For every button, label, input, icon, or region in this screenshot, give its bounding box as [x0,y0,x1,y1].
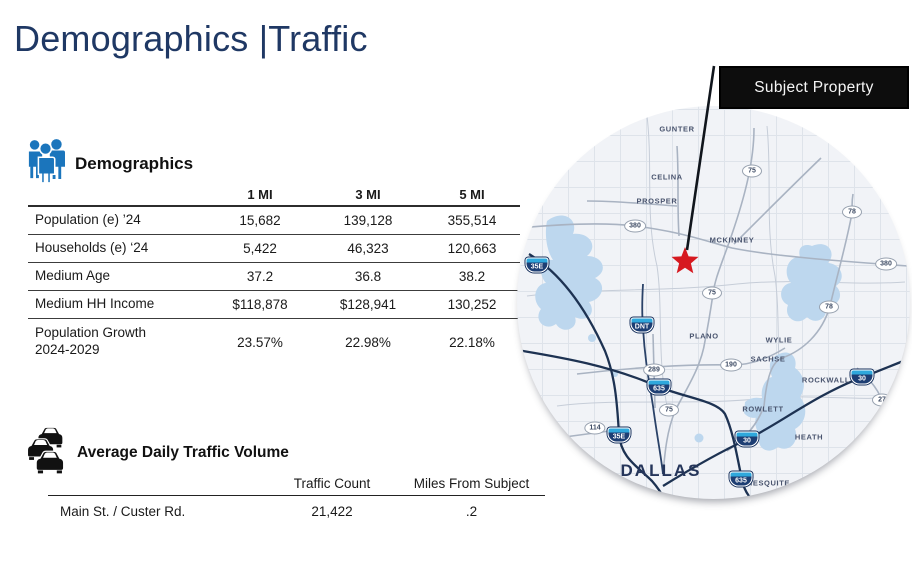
highway-shield: 114 [584,421,606,435]
map-town-label: CELINA [651,172,683,182]
row-label: Medium HH Income [35,296,155,312]
cell-value: 130,252 [447,297,497,312]
column-header-5mi: 5 MI [459,187,485,202]
highway-shield: 289 [643,363,665,377]
map-town-label: WYLIE [765,335,793,345]
traffic-section-header: Average Daily Traffic Volume [25,426,289,479]
column-header-miles-from-subject: Miles From Subject [413,476,530,491]
map-town-label: MESQUITE [746,478,790,488]
header-spacer [28,192,208,198]
highway-shield: 78 [842,205,862,219]
highway-shield: 380 [875,257,897,271]
cell-value: 21,422 [311,503,353,519]
table-row: Households (e) ‘24 5,422 46,323 120,663 [28,235,520,263]
table-row: Medium Age 37.2 36.8 38.2 [28,263,520,291]
cell-value: $118,878 [232,297,288,312]
people-group-icon [27,138,65,189]
interstate-shield: 635 [729,471,753,487]
column-header-3mi: 3 MI [355,187,381,202]
cell-value: 5,422 [243,241,277,256]
highway-shield: 380 [624,219,646,233]
cell-value: 46,323 [347,241,389,256]
traffic-table-header-row: Traffic Count Miles From Subject [48,472,545,496]
page-title: Demographics |Traffic [14,18,368,59]
interstate-shield: 35E [607,427,631,443]
demographics-section-header: Demographics [27,138,193,189]
cell-value: 23.57% [237,334,283,350]
column-header-traffic-count: Traffic Count [293,476,371,491]
interstate-shield: 30 [850,369,874,385]
lakes [535,215,842,451]
map-town-label: ROWLETT [742,404,784,414]
traffic-cars-icon [25,426,67,479]
map-town-label: ROCKWALL [801,375,851,385]
subject-property-star [671,247,699,274]
row-label: Population Growth 2024-2029 [35,325,147,357]
traffic-section-title: Average Daily Traffic Volume [77,443,289,461]
cell-value: $128,941 [339,297,397,312]
demographics-table-header-row: 1 MI 3 MI 5 MI [28,184,520,207]
subject-property-callout: Subject Property [719,66,909,109]
map-town-label: GUNTER [659,124,695,134]
row-label: Population (e) ’24 [35,212,141,228]
highway-shield: 75 [702,286,722,300]
interstate-shield: DNT [630,317,654,333]
area-map: GUNTER CELINA PROSPER MCKINNEY PLANO WYL… [517,106,910,499]
cell-value: 22.18% [449,334,495,350]
map-town-label: PLANO [689,331,719,341]
cell-value: 15,682 [239,213,281,228]
table-row: Medium HH Income $118,878 $128,941 130,2… [28,291,520,319]
interstate-shield: 635 [647,379,671,395]
highway-shield: 75 [659,403,679,417]
table-row: Population Growth 2024-2029 23.57% 22.98… [28,319,520,365]
cell-value: 36.8 [354,269,382,284]
highway-shield: 75 [742,164,762,178]
traffic-table: Traffic Count Miles From Subject Main St… [48,472,545,526]
cell-value: 22.98% [345,334,391,350]
row-label: Households (e) ‘24 [35,240,149,256]
interstate-shield: 35E [525,257,549,273]
cell-value: 37.2 [246,269,274,284]
cell-value: 38.2 [458,269,486,284]
cell-value: 355,514 [447,213,497,228]
interstate-shield: 30 [735,431,759,447]
cell-value: 139,128 [343,213,393,228]
map-town-label: SACHSE [750,354,786,364]
table-row: Main St. / Custer Rd. 21,422 .2 [48,496,545,526]
map-graphics [517,115,910,499]
map-city-label-dallas: DALLAS [620,461,702,480]
map-town-label: HEATH [794,432,824,442]
row-label: Medium Age [35,268,111,284]
row-label: Main St. / Custer Rd. [60,503,186,519]
map-town-label: PROSPER [636,196,678,206]
map-town-label: MCKINNEY [709,235,755,245]
demographics-table: 1 MI 3 MI 5 MI Population (e) ’24 15,682… [28,184,520,365]
cell-value: .2 [465,503,478,519]
highway-shield: 190 [720,358,742,372]
column-header-1mi: 1 MI [247,187,273,202]
table-row: Population (e) ’24 15,682 139,128 355,51… [28,207,520,235]
highway-shield: 78 [819,300,839,314]
highway-shield: 27 [872,393,892,407]
cell-value: 120,663 [447,241,497,256]
demographics-section-title: Demographics [75,153,194,173]
